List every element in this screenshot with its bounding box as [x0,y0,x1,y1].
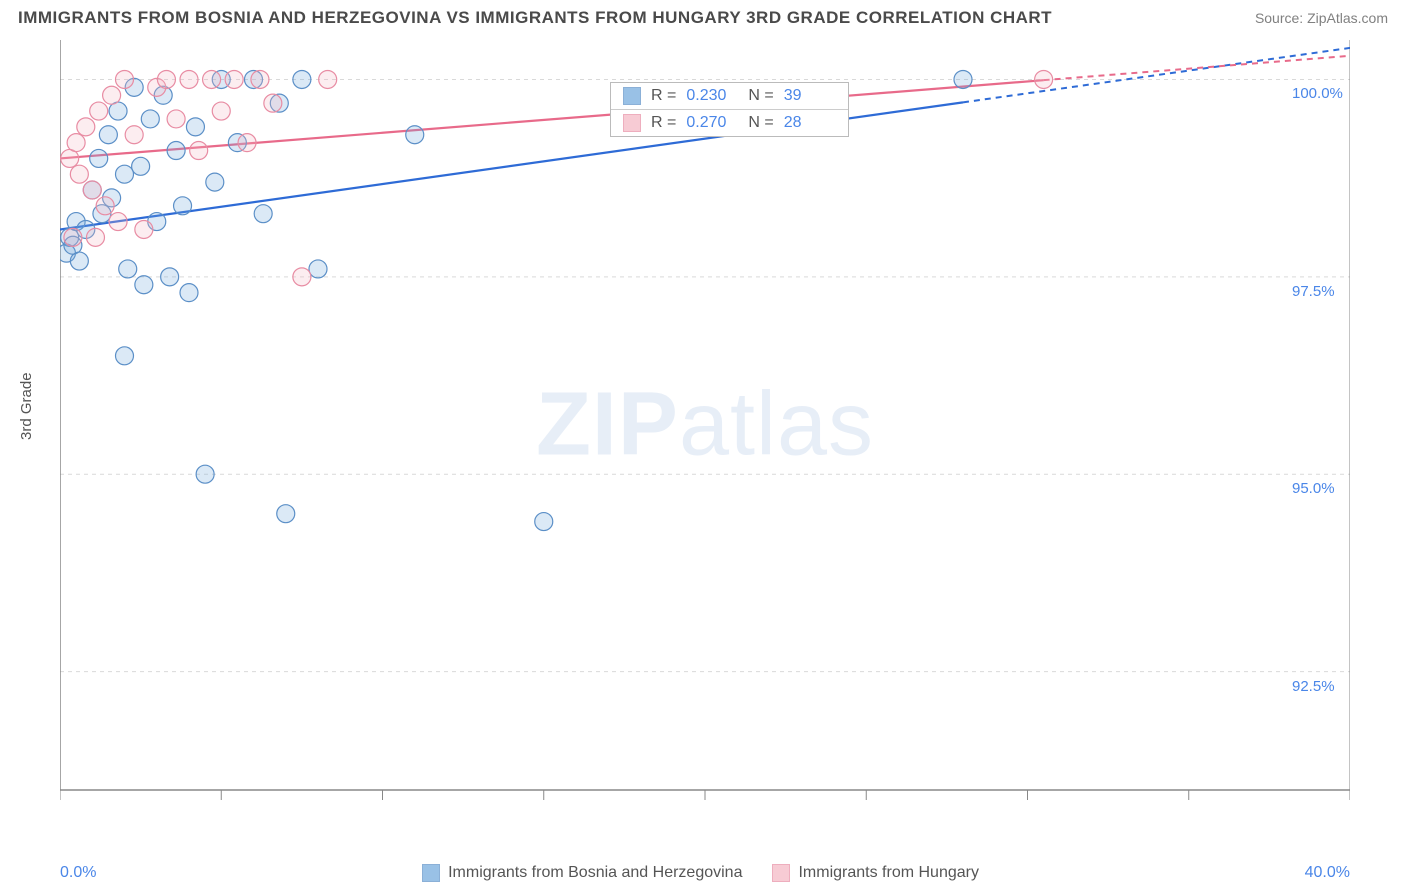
legend-label-series1: Immigrants from Bosnia and Herzegovina [448,864,742,882]
stats-row-series1: R = 0.230 N = 39 [611,83,848,110]
r-value-series2: 0.270 [686,114,738,132]
x-axis-max: 40.0% [1305,864,1350,882]
source-attribution: Source: ZipAtlas.com [1255,10,1388,26]
y-axis-label: 3rd Grade [18,372,35,440]
y-tick-label: 100.0% [1292,85,1343,102]
y-tick-label: 97.5% [1292,283,1335,300]
chart-header: IMMIGRANTS FROM BOSNIA AND HERZEGOVINA V… [0,0,1406,32]
scatter-plot [60,40,1350,810]
stats-row-series2: R = 0.270 N = 28 [611,110,848,136]
legend-label-series2: Immigrants from Hungary [798,864,979,882]
r-label: R = [651,114,676,132]
y-tick-label: 95.0% [1292,480,1335,497]
n-label: N = [748,87,773,105]
legend-swatch-series2 [772,864,790,882]
chart-area: ZIPatlas R = 0.230 N = 39 R = 0.270 N = … [60,40,1350,810]
y-tick-label: 92.5% [1292,678,1335,695]
x-axis-min: 0.0% [60,864,96,882]
bottom-legend: 0.0% Immigrants from Bosnia and Herzegov… [60,864,1350,882]
swatch-series2 [623,114,641,132]
legend-item-series2: Immigrants from Hungary [772,864,979,882]
correlation-stats-box: R = 0.230 N = 39 R = 0.270 N = 28 [610,82,849,137]
r-value-series1: 0.230 [686,87,738,105]
legend-item-series1: Immigrants from Bosnia and Herzegovina [422,864,742,882]
n-value-series1: 39 [784,87,836,105]
legend-swatch-series1 [422,864,440,882]
n-value-series2: 28 [784,114,836,132]
chart-title: IMMIGRANTS FROM BOSNIA AND HERZEGOVINA V… [18,8,1052,28]
n-label: N = [748,114,773,132]
r-label: R = [651,87,676,105]
swatch-series1 [623,87,641,105]
